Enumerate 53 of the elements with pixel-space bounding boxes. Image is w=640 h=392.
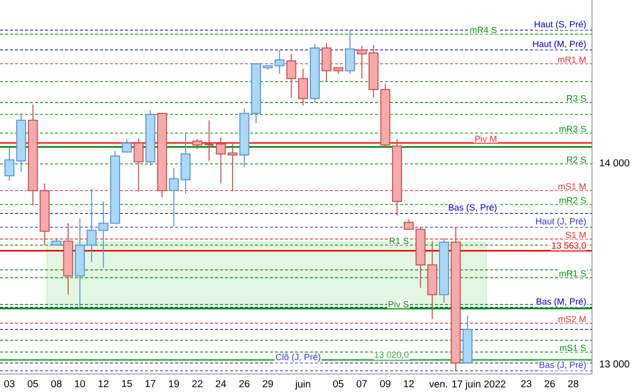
candlestick [345, 30, 356, 74]
ref-line-label: Bas (M, Pré) [536, 298, 586, 306]
x-tick-label: 05 [333, 380, 344, 388]
x-tick-label: 12 [98, 380, 108, 388]
x-tick-label: 08 [51, 380, 62, 388]
ref-line-label: 13 563,0 [552, 242, 586, 250]
y-tick-label: 13 000 [600, 360, 630, 368]
x-tick-label: 23 [521, 380, 532, 388]
ref-line-label: mS2 M [558, 316, 586, 322]
ref-line-label: Bas (J, Pré) [540, 361, 586, 370]
x-tick-label: 09 [380, 380, 390, 388]
ref-line-label: R2 S [567, 156, 586, 163]
ref-line-label: Haut (S, Pré) [534, 20, 586, 30]
x-tick-label: 07 [356, 380, 367, 388]
y-tick-label: 14 000 [600, 159, 630, 166]
x-tick-label: 10 [75, 380, 86, 388]
candlestick [134, 138, 144, 192]
ref-line-label: R3 S [567, 95, 586, 102]
ref-line-label: 13 020,0 [374, 352, 409, 359]
candlestick [404, 218, 414, 230]
x-tick-label: 29 [262, 380, 273, 388]
ref-line-label: Piv S [388, 300, 409, 308]
x-tick-label: juin [295, 380, 310, 390]
ref-line-label: mS1 M [558, 183, 586, 190]
ref-line-label: Haut (M, Pré) [533, 40, 586, 49]
ref-line-label: mR2 S [560, 197, 586, 204]
ref-line-label: mR3 S [560, 126, 586, 132]
candlestick [204, 120, 215, 162]
x-tick-label: 24 [216, 380, 226, 388]
ref-line-label: S1 M [566, 232, 586, 238]
ref-line-label: Haut (J, Pré) [536, 218, 586, 226]
ref-line-label: Piv M [475, 135, 496, 142]
candlestick [122, 138, 132, 153]
ref-line-label: mR4 S [470, 26, 497, 34]
x-tick-label: 22 [192, 380, 202, 388]
candlestick [322, 42, 332, 82]
x-tick-label: 12 [404, 380, 414, 388]
x-tick-label: 15 [122, 380, 132, 388]
x-tick-label: 05 [28, 380, 38, 388]
x-tick-label: 19 [169, 380, 179, 388]
x-tick-label: 26 [544, 380, 555, 388]
ref-line-label: mR1 S [560, 270, 586, 277]
ref-line-label: R1 S [390, 238, 409, 244]
x-tick-label: 26 [239, 380, 250, 388]
x-tick-label: 28 [568, 380, 578, 388]
candlestick [192, 138, 202, 150]
x-tick-label: 03 [4, 380, 15, 388]
ref-line-label: mR1 M [558, 56, 586, 63]
ref-line-label: Clô (J, Pré) [276, 353, 320, 362]
ref-line-label: mS1 S [560, 344, 586, 352]
x-tick-label: ven. 17 juin 2022 [429, 380, 506, 390]
x-tick-label: 17 [146, 380, 156, 388]
ref-line-label: Bas (S, Pré) [448, 204, 496, 212]
